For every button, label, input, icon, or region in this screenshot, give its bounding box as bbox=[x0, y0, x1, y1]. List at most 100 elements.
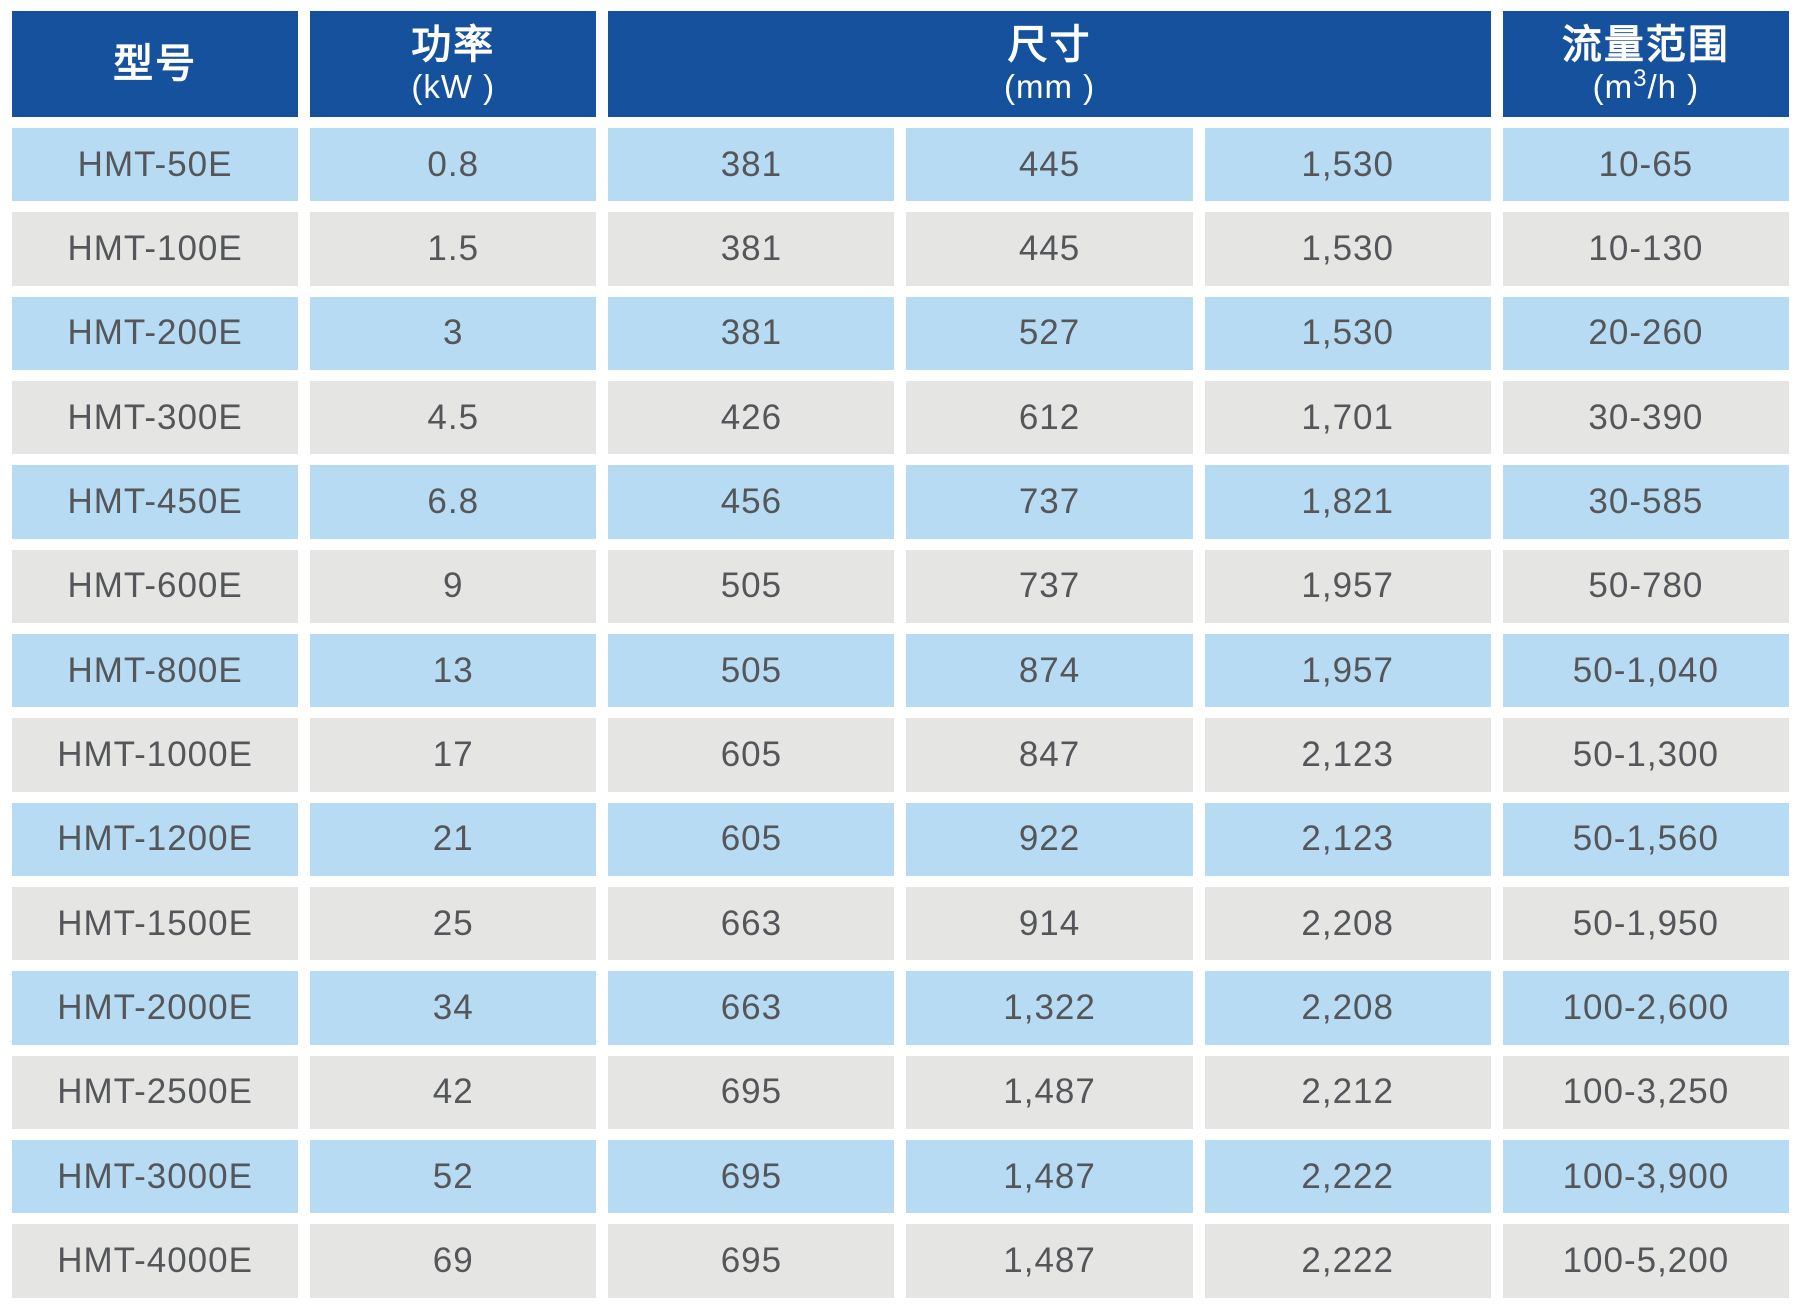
flow-range-cell: 20-260 bbox=[1502, 296, 1789, 371]
dimension-cell-2: 1,322 bbox=[906, 971, 1193, 1045]
dimension-cell-3: 1,530 bbox=[1204, 296, 1491, 371]
dimension-cell-1: 605 bbox=[608, 802, 895, 877]
dimension-cell-2: 914 bbox=[906, 887, 1193, 961]
model-cell: HMT-1000E bbox=[12, 718, 299, 792]
model-cell: HMT-3000E bbox=[12, 1140, 299, 1214]
model-cell: HMT-200E bbox=[12, 296, 299, 371]
dimension-cell-2: 737 bbox=[906, 465, 1193, 539]
dimension-cell-1: 381 bbox=[608, 128, 895, 202]
col-header-power-title: 功率 bbox=[411, 23, 496, 68]
dimension-cell-3: 2,123 bbox=[1204, 718, 1491, 792]
table-row: HMT-1200E 21 605 922 2,123 50-1,560 bbox=[12, 802, 1789, 877]
power-cell: 25 bbox=[310, 887, 597, 961]
model-cell: HMT-50E bbox=[12, 128, 299, 202]
power-cell: 6.8 bbox=[310, 465, 597, 539]
dimension-cell-2: 922 bbox=[906, 802, 1193, 877]
table-row: HMT-3000E 52 695 1,487 2,222 100-3,900 bbox=[12, 1140, 1789, 1214]
model-cell: HMT-450E bbox=[12, 465, 299, 539]
table-row: HMT-1500E 25 663 914 2,208 50-1,950 bbox=[12, 887, 1789, 961]
col-header-flow-range: 流量范围 (m3/h ) bbox=[1502, 11, 1789, 117]
dimension-cell-1: 505 bbox=[608, 549, 895, 624]
col-header-power: 功率 (kW ) bbox=[310, 11, 597, 117]
power-cell: 3 bbox=[310, 296, 597, 371]
model-cell: HMT-1200E bbox=[12, 802, 299, 877]
power-cell: 52 bbox=[310, 1140, 597, 1214]
dimension-cell-3: 2,208 bbox=[1204, 887, 1491, 961]
dimension-cell-3: 1,821 bbox=[1204, 465, 1491, 539]
flow-range-cell: 10-65 bbox=[1502, 128, 1789, 202]
table-row: HMT-50E 0.8 381 445 1,530 10-65 bbox=[12, 128, 1789, 202]
dimension-cell-2: 612 bbox=[906, 381, 1193, 455]
dimension-cell-2: 847 bbox=[906, 718, 1193, 792]
power-cell: 0.8 bbox=[310, 128, 597, 202]
col-header-model: 型号 bbox=[12, 11, 299, 117]
model-cell: HMT-2000E bbox=[12, 971, 299, 1045]
dimension-cell-2: 1,487 bbox=[906, 1055, 1193, 1130]
table-row: HMT-100E 1.5 381 445 1,530 10-130 bbox=[12, 212, 1789, 286]
dimension-cell-1: 663 bbox=[608, 971, 895, 1045]
dimension-cell-1: 381 bbox=[608, 212, 895, 286]
model-cell: HMT-800E bbox=[12, 634, 299, 708]
spec-table-body: HMT-50E 0.8 381 445 1,530 10-65 HMT-100E… bbox=[12, 128, 1789, 1298]
flow-range-cell: 30-390 bbox=[1502, 381, 1789, 455]
power-cell: 69 bbox=[310, 1224, 597, 1298]
flow-range-cell: 100-3,250 bbox=[1502, 1055, 1789, 1130]
dimension-cell-3: 1,957 bbox=[1204, 549, 1491, 624]
model-cell: HMT-600E bbox=[12, 549, 299, 624]
table-row: HMT-450E 6.8 456 737 1,821 30-585 bbox=[12, 465, 1789, 539]
power-cell: 17 bbox=[310, 718, 597, 792]
dimension-cell-2: 1,487 bbox=[906, 1140, 1193, 1214]
dimension-cell-2: 737 bbox=[906, 549, 1193, 624]
table-row: HMT-600E 9 505 737 1,957 50-780 bbox=[12, 549, 1789, 624]
flow-range-cell: 30-585 bbox=[1502, 465, 1789, 539]
superscript-3: 3 bbox=[1633, 65, 1648, 93]
flow-range-cell: 50-1,560 bbox=[1502, 802, 1789, 877]
dimension-cell-1: 505 bbox=[608, 634, 895, 708]
col-header-dimensions-unit: (mm ) bbox=[1003, 68, 1096, 106]
dimension-cell-3: 2,222 bbox=[1204, 1140, 1491, 1214]
spec-table-header: 型号 功率 (kW ) 尺寸 (mm ) 流量范围 (m3/h ) bbox=[12, 11, 1789, 117]
col-header-dimensions: 尺寸 (mm ) bbox=[608, 11, 1491, 117]
table-row: HMT-300E 4.5 426 612 1,701 30-390 bbox=[12, 381, 1789, 455]
table-row: HMT-2000E 34 663 1,322 2,208 100-2,600 bbox=[12, 971, 1789, 1045]
power-cell: 42 bbox=[310, 1055, 597, 1130]
table-row: HMT-2500E 42 695 1,487 2,212 100-3,250 bbox=[12, 1055, 1789, 1130]
dimension-cell-3: 1,701 bbox=[1204, 381, 1491, 455]
power-cell: 34 bbox=[310, 971, 597, 1045]
power-cell: 21 bbox=[310, 802, 597, 877]
dimension-cell-3: 1,957 bbox=[1204, 634, 1491, 708]
flow-range-cell: 50-780 bbox=[1502, 549, 1789, 624]
dimension-cell-2: 527 bbox=[906, 296, 1193, 371]
dimension-cell-1: 381 bbox=[608, 296, 895, 371]
flow-range-cell: 50-1,950 bbox=[1502, 887, 1789, 961]
dimension-cell-3: 1,530 bbox=[1204, 128, 1491, 202]
flow-range-cell: 50-1,300 bbox=[1502, 718, 1789, 792]
power-cell: 9 bbox=[310, 549, 597, 624]
power-cell: 13 bbox=[310, 634, 597, 708]
power-cell: 4.5 bbox=[310, 381, 597, 455]
model-cell: HMT-100E bbox=[12, 212, 299, 286]
dimension-cell-1: 426 bbox=[608, 381, 895, 455]
col-header-flow-range-title: 流量范围 bbox=[1561, 23, 1730, 68]
dimension-cell-2: 874 bbox=[906, 634, 1193, 708]
model-cell: HMT-1500E bbox=[12, 887, 299, 961]
dimension-cell-3: 2,212 bbox=[1204, 1055, 1491, 1130]
table-row: HMT-800E 13 505 874 1,957 50-1,040 bbox=[12, 634, 1789, 708]
dimension-cell-3: 2,222 bbox=[1204, 1224, 1491, 1298]
col-header-model-title: 型号 bbox=[113, 42, 198, 86]
table-row: HMT-1000E 17 605 847 2,123 50-1,300 bbox=[12, 718, 1789, 792]
dimension-cell-1: 695 bbox=[608, 1224, 895, 1298]
dimension-cell-1: 456 bbox=[608, 465, 895, 539]
dimension-cell-3: 2,208 bbox=[1204, 971, 1491, 1045]
table-row: HMT-4000E 69 695 1,487 2,222 100-5,200 bbox=[12, 1224, 1789, 1298]
flow-range-cell: 50-1,040 bbox=[1502, 634, 1789, 708]
dimension-cell-1: 695 bbox=[608, 1055, 895, 1130]
flow-range-cell: 100-2,600 bbox=[1502, 971, 1789, 1045]
col-header-power-unit: (kW ) bbox=[411, 68, 496, 106]
dimension-cell-3: 2,123 bbox=[1204, 802, 1491, 877]
model-cell: HMT-2500E bbox=[12, 1055, 299, 1130]
dimension-cell-1: 663 bbox=[608, 887, 895, 961]
dimension-cell-2: 445 bbox=[906, 212, 1193, 286]
